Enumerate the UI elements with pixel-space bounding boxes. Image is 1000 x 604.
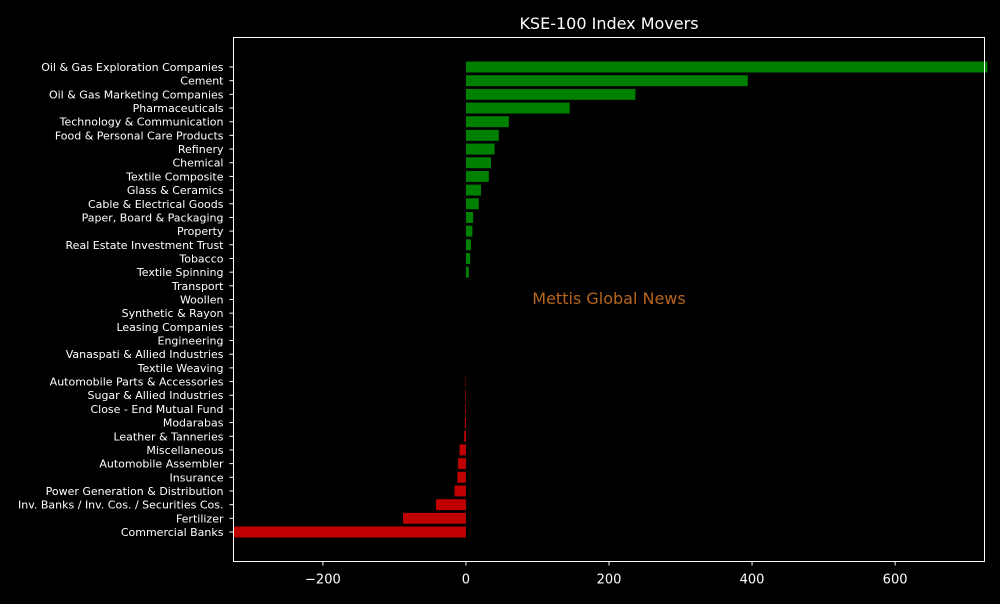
y-tick-label: Modarabas xyxy=(163,417,224,430)
y-tick-label: Automobile Assembler xyxy=(99,458,224,471)
bar xyxy=(466,226,472,237)
bar xyxy=(466,212,473,223)
y-tick-label: Textile Spinning xyxy=(136,266,224,279)
y-tick-label: Automobile Parts & Accessories xyxy=(50,376,224,389)
y-tick-label: Refinery xyxy=(178,143,224,156)
bar xyxy=(460,444,466,455)
y-tick-label: Glass & Ceramics xyxy=(127,184,224,197)
bar xyxy=(465,403,466,414)
bar xyxy=(455,486,466,497)
bar xyxy=(466,130,499,141)
y-tick-label: Leasing Companies xyxy=(116,321,223,334)
y-tick-label: Tobacco xyxy=(178,252,223,265)
y-tick-label: Pharmaceuticals xyxy=(133,102,224,115)
y-tick-label: Transport xyxy=(171,280,224,293)
y-tick-label: Sugar & Allied Industries xyxy=(87,389,223,402)
y-tick-label: Vanaspati & Allied Industries xyxy=(66,348,224,361)
bar xyxy=(466,185,481,196)
bar xyxy=(457,472,466,483)
y-tick-label: Miscellaneous xyxy=(146,444,223,457)
y-tick-label: Leather & Tanneries xyxy=(113,430,223,443)
bar xyxy=(466,267,469,278)
watermark-text: Mettis Global News xyxy=(532,289,685,308)
bar xyxy=(465,390,466,401)
y-tick-label: Property xyxy=(177,225,224,238)
y-tick-label: Close - End Mutual Fund xyxy=(90,403,223,416)
y-tick-label: Food & Personal Care Products xyxy=(55,129,224,142)
y-tick-label: Synthetic & Rayon xyxy=(122,307,224,320)
y-tick-label: Woollen xyxy=(180,294,224,307)
y-tick-label: Commercial Banks xyxy=(121,526,224,539)
y-tick-label: Chemical xyxy=(172,157,223,170)
bar xyxy=(466,89,636,100)
y-tick-label: Engineering xyxy=(158,335,224,348)
x-tick-label: 400 xyxy=(740,573,765,588)
y-tick-label: Oil & Gas Marketing Companies xyxy=(49,88,224,101)
y-tick-label: Textile Weaving xyxy=(137,362,224,375)
bar xyxy=(466,157,491,168)
chart-title: KSE-100 Index Movers xyxy=(519,14,698,33)
y-tick-label: Textile Composite xyxy=(125,170,224,183)
bar xyxy=(466,198,479,209)
bar xyxy=(466,62,987,73)
y-tick-label: Power Generation & Distribution xyxy=(46,485,224,498)
y-tick-label: Insurance xyxy=(170,471,224,484)
bar xyxy=(465,417,466,428)
bar xyxy=(466,239,471,250)
bar xyxy=(466,116,509,127)
y-tick-label: Real Estate Investment Trust xyxy=(66,239,225,252)
x-tick-label: 0 xyxy=(462,573,470,588)
y-tick-label: Fertilizer xyxy=(176,512,224,525)
x-tick-label: −200 xyxy=(305,573,341,588)
y-tick-label: Oil & Gas Exploration Companies xyxy=(41,61,224,74)
y-tick-label: Cable & Electrical Goods xyxy=(88,198,224,211)
bar xyxy=(464,431,466,442)
y-tick-label: Paper, Board & Packaging xyxy=(82,211,224,224)
bar xyxy=(466,144,495,155)
bar xyxy=(466,103,570,114)
x-tick-label: 200 xyxy=(597,573,622,588)
bar xyxy=(466,171,489,182)
bar xyxy=(436,499,466,510)
bar xyxy=(466,75,748,86)
bar xyxy=(458,458,466,469)
y-tick-label: Technology & Communication xyxy=(59,116,224,129)
x-tick-label: 600 xyxy=(883,573,908,588)
bar xyxy=(234,527,466,538)
bar xyxy=(466,253,470,264)
y-tick-label: Cement xyxy=(180,75,224,88)
bar xyxy=(403,513,466,524)
y-tick-label: Inv. Banks / Inv. Cos. / Securities Cos. xyxy=(18,499,223,512)
